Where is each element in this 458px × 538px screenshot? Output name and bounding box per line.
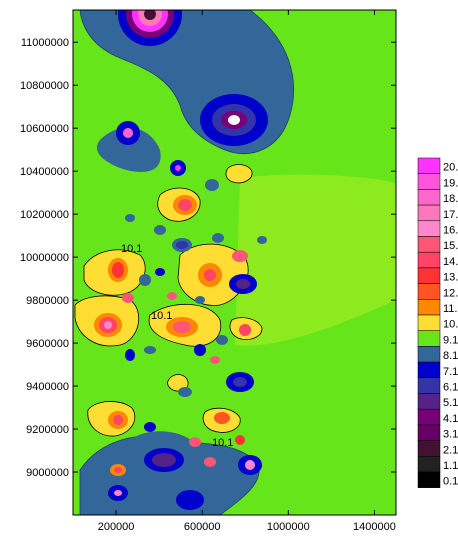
legend-label: 10.: [443, 319, 458, 331]
y-tick-label: 9400000: [26, 381, 69, 393]
legend-swatch: [417, 314, 441, 331]
legend-swatch: [417, 377, 441, 394]
legend-label: 9.1: [443, 334, 458, 346]
y-tick-label: 10400000: [20, 166, 69, 178]
legend-swatch: [417, 251, 441, 269]
legend-label: 11.: [443, 303, 457, 315]
contour-label: 10.1: [151, 310, 172, 322]
legend-label: 4.1: [443, 413, 458, 425]
legend-swatch: [417, 330, 441, 347]
legend-label: 16.: [443, 225, 458, 237]
legend-label: 6.1: [443, 382, 458, 394]
x-axis: 200000 600000 1000000 1400000: [98, 10, 396, 533]
legend-label: 12.: [443, 287, 458, 299]
legend-swatch: [417, 157, 441, 174]
y-tick-label: 9600000: [26, 338, 69, 350]
legend-label: 0.1: [443, 476, 458, 488]
legend-swatch: [417, 220, 441, 237]
contour-label: 10.1: [212, 437, 233, 449]
y-tick-label: 10200000: [20, 209, 69, 221]
x-tick-label: 1000000: [267, 521, 310, 533]
legend-swatch: [417, 471, 441, 488]
legend-swatch: [417, 299, 441, 316]
legend-swatch: [417, 283, 441, 300]
y-tick-label: 9800000: [26, 295, 69, 307]
x-tick-label: 1400000: [353, 521, 396, 533]
y-axis: 9000000 9200000 9400000 9600000 9800000 10000…: [20, 37, 396, 479]
color-legend: 20. 19. 18. 17. 16. 15. 14. 13. 12. 11. 10. 9.1 8.1 7…: [417, 157, 458, 488]
legend-swatch: [417, 173, 441, 190]
y-tick-label: 10000000: [20, 252, 69, 264]
legend-swatch: [417, 189, 441, 206]
legend-swatch: [417, 267, 441, 284]
y-tick-label: 9200000: [26, 424, 69, 436]
x-tick-label: 600000: [184, 521, 221, 533]
legend-label: 2.1: [443, 444, 458, 456]
legend-swatch: [417, 236, 441, 253]
contour-field: [73, 10, 396, 515]
plot-frame: [72, 9, 397, 516]
legend-swatch: [417, 361, 441, 379]
legend-label: 8.1: [443, 350, 458, 362]
legend-label: 19.: [443, 177, 458, 189]
legend-label: 5.1: [443, 397, 458, 409]
legend-swatch: [417, 204, 441, 222]
legend-swatch: [417, 408, 441, 426]
legend-label: 18.: [443, 193, 458, 205]
legend-label: 17.: [443, 209, 458, 221]
legend-label: 13.: [443, 272, 458, 284]
contour-label: 10.1: [121, 243, 142, 255]
x-tick-label: 200000: [98, 521, 135, 533]
y-tick-label: 9000000: [26, 467, 69, 479]
legend-label: 14.: [443, 256, 458, 268]
legend-swatch: [417, 346, 441, 363]
legend-label: 15.: [443, 240, 458, 252]
legend-label: 3.1: [443, 429, 458, 441]
legend-swatch: [417, 424, 441, 441]
legend-label: 1.1: [443, 460, 458, 472]
legend-swatch: [417, 456, 441, 473]
legend-swatch: [417, 440, 441, 457]
y-tick-label: 10800000: [20, 80, 69, 92]
y-tick-label: 10600000: [20, 123, 69, 135]
legend-label: 7.1: [443, 366, 458, 378]
y-tick-label: 11000000: [21, 37, 69, 49]
legend-swatch: [417, 393, 441, 410]
legend-label: 20.: [443, 162, 458, 174]
